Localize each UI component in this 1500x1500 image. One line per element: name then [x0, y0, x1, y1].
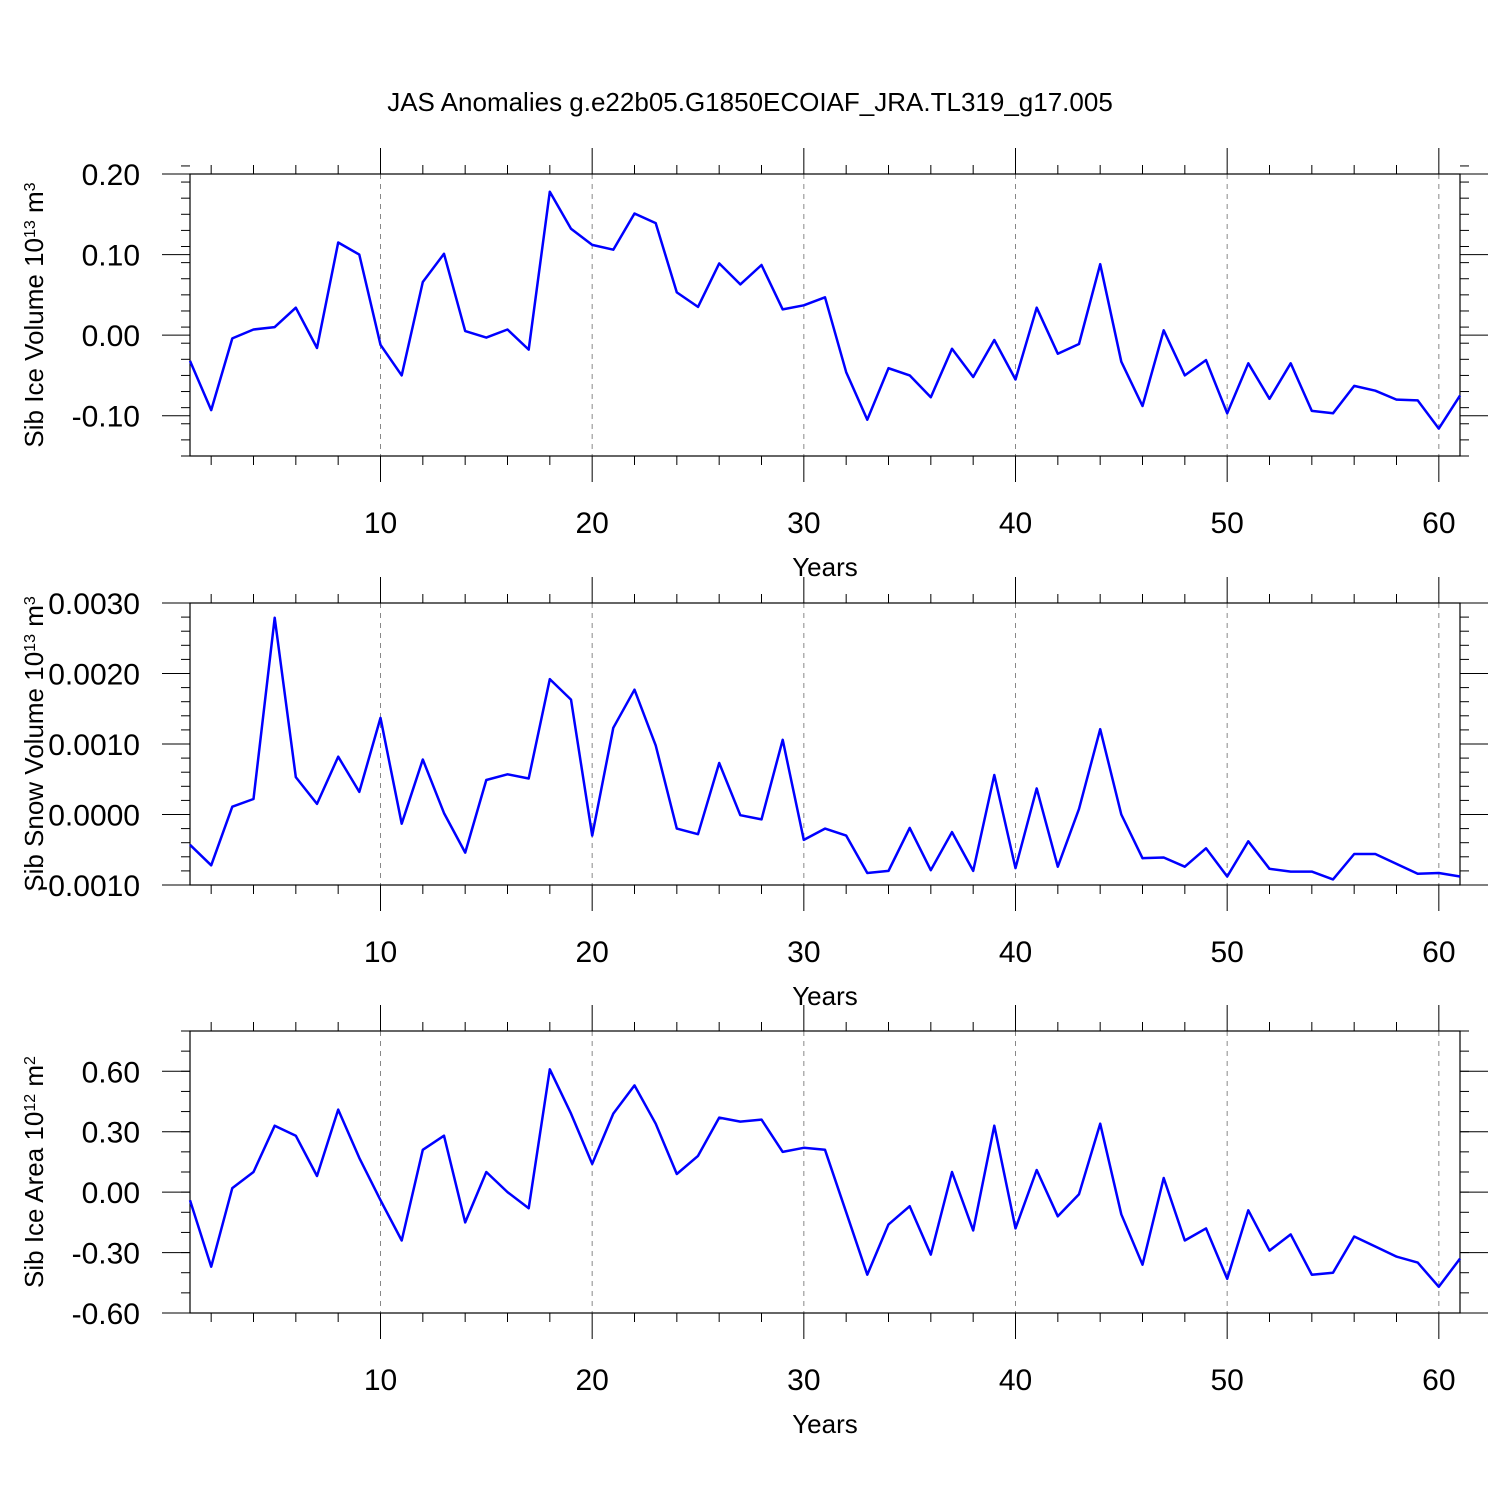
x-tick-label: 60: [1422, 1364, 1455, 1397]
x-tick-label: 30: [787, 1364, 820, 1397]
y-tick-label: 0.60: [82, 1056, 140, 1089]
x-tick-label: 30: [787, 936, 820, 969]
y-tick-label: -0.30: [72, 1238, 140, 1271]
x-tick-label: 10: [364, 1364, 397, 1397]
y-tick-label: -0.10: [72, 401, 140, 434]
x-tick-label: 50: [1210, 1364, 1243, 1397]
y-tick-label: 0.30: [82, 1117, 140, 1150]
x-tick-label: 40: [999, 936, 1032, 969]
data-series-line: [188, 190, 1462, 430]
y-tick-label: 0.20: [82, 159, 140, 192]
x-tick-label: 50: [1210, 507, 1243, 540]
panel-3: -0.60 -0.30 0.00 0.30 0.60 10 20 30 40 50 60 Years S…: [19, 1005, 1488, 1439]
x-tick-label: 20: [575, 936, 608, 969]
y-tick-label: 0.0000: [48, 800, 140, 833]
x-axis-label: Years: [792, 552, 858, 582]
data-series-line: [189, 616, 1461, 881]
x-tick-label: 40: [999, 507, 1032, 540]
y-tick-label: 0.00: [82, 320, 140, 353]
y-axis-label: Sib Snow Volume 1013 m3: [19, 596, 49, 892]
y-tick-label: -0.60: [72, 1298, 140, 1331]
x-tick-label: 10: [364, 936, 397, 969]
panels: -0.10 0.00 0.10 0.20 10 20 30 40 50 60 Years Sib Ic…: [19, 148, 1488, 1439]
x-tick-label: 30: [787, 507, 820, 540]
x-tick-label: 20: [575, 507, 608, 540]
x-axis-label: Years: [792, 1409, 858, 1439]
y-axis-label: Sib Ice Area 1012 m2: [19, 1056, 49, 1288]
x-axis-label: Years: [792, 981, 858, 1011]
x-tick-label: 60: [1422, 936, 1455, 969]
y-tick-label: 0.00: [82, 1177, 140, 1210]
x-tick-label: 20: [575, 1364, 608, 1397]
x-tick-label: 40: [999, 1364, 1032, 1397]
y-tick-label: 0.10: [82, 240, 140, 273]
x-tick-label: 50: [1210, 936, 1243, 969]
y-tick-label: 0.0010: [48, 729, 140, 762]
y-axis-label: Sib Ice Volume 1013 m3: [19, 182, 49, 447]
figure-title: JAS Anomalies g.e22b05.G1850ECOIAF_JRA.T…: [387, 87, 1113, 117]
y-tick-label: -0.0010: [38, 870, 140, 903]
x-tick-label: 10: [364, 507, 397, 540]
y-tick-label: 0.0020: [48, 659, 140, 692]
data-series-line: [188, 1068, 1461, 1289]
panel-2: -0.0010 0.0000 0.0010 0.0020 0.0030 10 20 30 40 5…: [19, 577, 1488, 1011]
x-tick-label: 60: [1422, 507, 1455, 540]
panel-1: -0.10 0.00 0.10 0.20 10 20 30 40 50 60 Years Sib Ic…: [19, 148, 1488, 582]
y-tick-label: 0.0030: [48, 588, 140, 621]
plot-frame: [189, 173, 1461, 457]
